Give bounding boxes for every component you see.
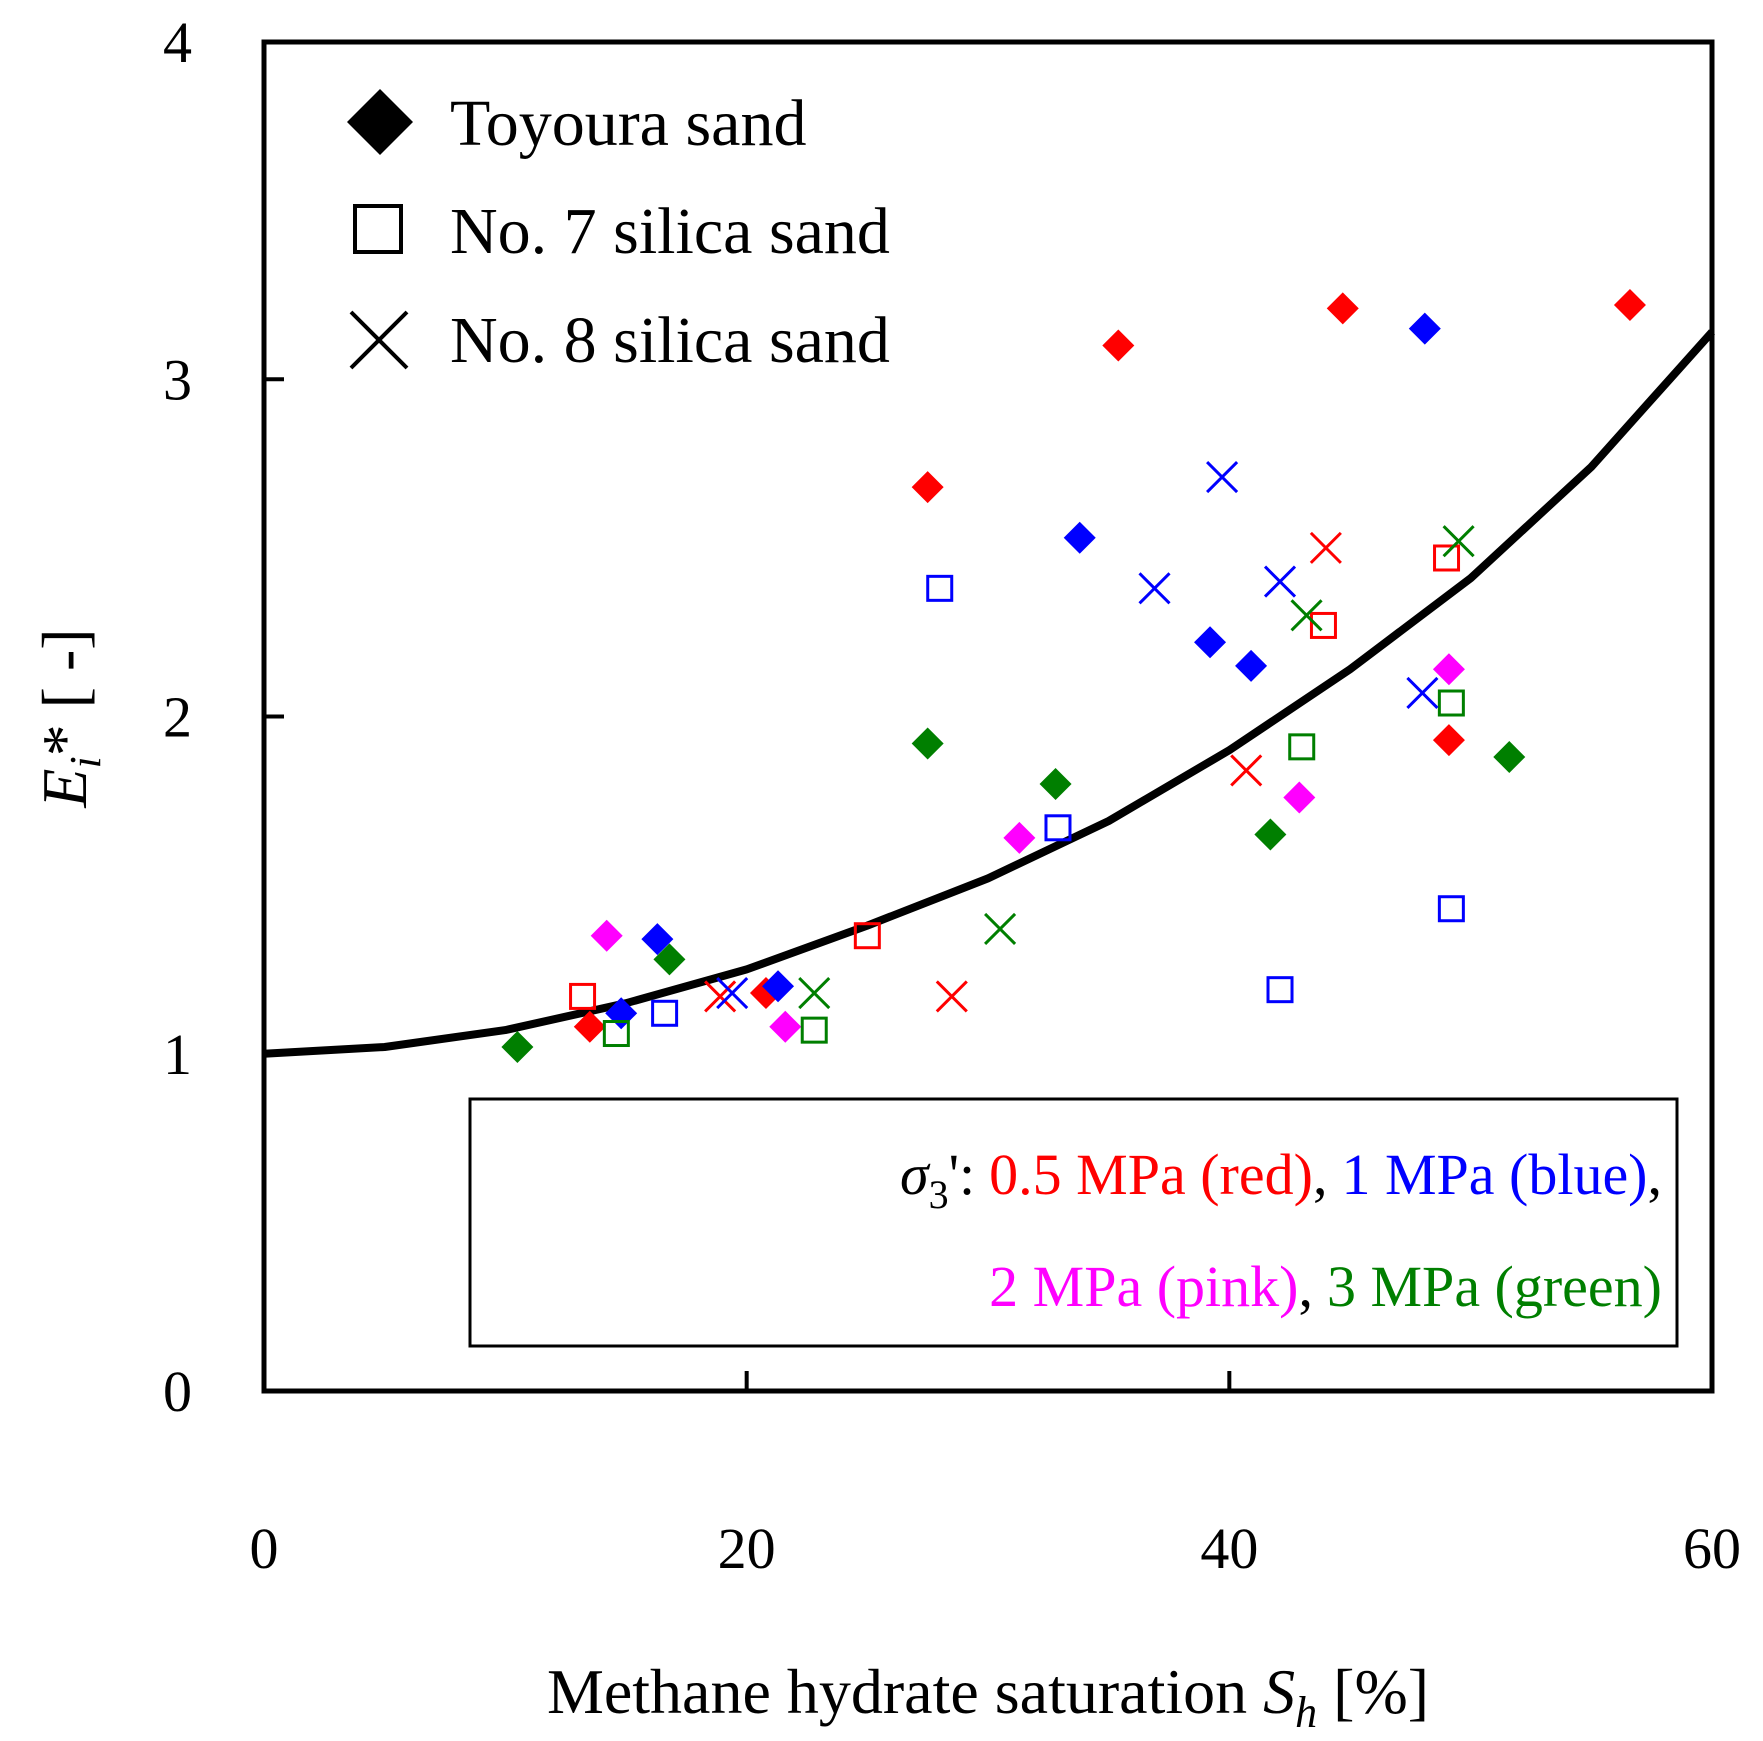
legend-marker-diamond bbox=[347, 89, 413, 155]
diamond-point bbox=[1039, 767, 1072, 800]
square-point bbox=[651, 999, 679, 1027]
legend-marker-square bbox=[353, 204, 403, 254]
square-point bbox=[853, 922, 881, 950]
x-tick-label: 0 bbox=[250, 1516, 279, 1581]
diamond-point bbox=[1194, 626, 1227, 659]
x-axis-title-text: Methane hydrate saturation bbox=[547, 1656, 1247, 1727]
data-points bbox=[501, 289, 1646, 1064]
x-axis-title: Methane hydrate saturation Sh [%] bbox=[547, 1656, 1429, 1737]
diamond-point bbox=[641, 923, 674, 956]
diamond-point bbox=[911, 727, 944, 760]
comma-2: , bbox=[1648, 1142, 1663, 1207]
square-point bbox=[1266, 976, 1294, 1004]
cross-point bbox=[1406, 676, 1439, 709]
y-axis-title-subscript: i bbox=[61, 756, 110, 768]
legend-label-toyoura: Toyoura sand bbox=[450, 87, 806, 160]
diamond-point bbox=[501, 1031, 534, 1064]
pressure-key-line-1: σ3': 0.5 MPa (red), 1 MPa (blue), bbox=[900, 1142, 1662, 1217]
cross-point bbox=[1138, 572, 1171, 605]
comma-3: , bbox=[1298, 1254, 1313, 1319]
diamond-point bbox=[769, 1010, 802, 1043]
x-tick-label: 60 bbox=[1683, 1516, 1741, 1581]
cross-point bbox=[1263, 565, 1297, 598]
cross-point bbox=[716, 976, 749, 1010]
legend: Toyoura sand No. 7 silica sand No. 8 sil… bbox=[347, 87, 890, 377]
cross-point bbox=[1442, 525, 1475, 558]
diamond-point bbox=[1613, 289, 1646, 322]
square-point bbox=[1309, 611, 1337, 639]
x-axis-ticks: 0 20 40 60 bbox=[250, 1371, 1741, 1581]
y-tick-label: 2 bbox=[163, 685, 192, 750]
legend-label-no7: No. 7 silica sand bbox=[450, 195, 890, 268]
pressure-key-box bbox=[468, 1097, 1679, 1348]
diamond-point bbox=[1003, 821, 1036, 854]
cross-point bbox=[1206, 460, 1239, 494]
cross-point bbox=[798, 976, 831, 1010]
square-point bbox=[926, 574, 954, 602]
diamond-point bbox=[1102, 329, 1135, 362]
y-tick-label: 0 bbox=[163, 1359, 192, 1424]
square-point bbox=[602, 1020, 630, 1048]
x-axis-title-symbol: S bbox=[1263, 1656, 1295, 1727]
square-point bbox=[1437, 895, 1465, 923]
y-axis-title: Ei* [ -] bbox=[29, 628, 110, 808]
diamond-point bbox=[590, 919, 623, 952]
diamond-point bbox=[1493, 740, 1526, 773]
legend-label-no8: No. 8 silica sand bbox=[450, 304, 890, 377]
x-tick-label: 20 bbox=[718, 1516, 776, 1581]
square-point bbox=[569, 982, 597, 1010]
x-axis-title-unit: [%] bbox=[1333, 1656, 1429, 1727]
diamond-point bbox=[762, 970, 795, 1003]
pressure-key-line-2: 2 MPa (pink), 3 MPa (green) bbox=[989, 1254, 1662, 1319]
cross-point bbox=[1230, 754, 1263, 787]
diamond-point bbox=[911, 471, 944, 504]
sigma-suffix: ': bbox=[949, 1142, 976, 1207]
y-tick-label: 4 bbox=[163, 10, 192, 75]
diamond-point bbox=[1432, 653, 1465, 686]
legend-marker-cross bbox=[349, 310, 409, 370]
square-point bbox=[800, 1016, 828, 1044]
y-tick-label: 3 bbox=[163, 347, 192, 412]
cross-point bbox=[1309, 531, 1342, 564]
diamond-point bbox=[1326, 292, 1359, 325]
pressure-blue-label: 1 MPa (blue) bbox=[1341, 1142, 1647, 1207]
y-tick-label: 1 bbox=[163, 1022, 192, 1087]
square-point bbox=[1437, 689, 1465, 717]
y-axis-title-symbol: E bbox=[29, 769, 100, 809]
cross-point bbox=[984, 912, 1017, 946]
y-axis-ticks: 0 1 2 3 4 bbox=[163, 10, 284, 1424]
x-tick-label: 40 bbox=[1200, 1516, 1258, 1581]
y-axis-title-star: * bbox=[29, 724, 100, 756]
fitted-curve bbox=[263, 329, 1715, 1058]
diamond-point bbox=[1283, 781, 1316, 814]
pressure-color-key: σ3': 0.5 MPa (red), 1 MPa (blue), 2 MPa (p… bbox=[468, 1097, 1679, 1348]
square-point bbox=[1288, 733, 1316, 761]
diamond-point bbox=[1254, 818, 1287, 851]
cross-point bbox=[1290, 599, 1323, 632]
square-point bbox=[1433, 544, 1461, 572]
square-point bbox=[1044, 814, 1072, 842]
sigma-symbol: σ bbox=[900, 1142, 931, 1207]
cross-point bbox=[935, 980, 968, 1013]
comma-1: , bbox=[1313, 1142, 1328, 1207]
pressure-green-label: 3 MPa (green) bbox=[1327, 1254, 1662, 1319]
cross-point bbox=[704, 980, 737, 1013]
diamond-point bbox=[1063, 521, 1096, 554]
diamond-point bbox=[1235, 649, 1268, 682]
pressure-red-label: 0.5 MPa (red) bbox=[989, 1142, 1313, 1207]
pressure-pink-label: 2 MPa (pink) bbox=[989, 1254, 1298, 1319]
sigma-subscript: 3 bbox=[929, 1172, 949, 1217]
diamond-point bbox=[1408, 312, 1441, 345]
y-axis-title-unit: [ -] bbox=[29, 628, 100, 708]
diamond-point bbox=[573, 1010, 606, 1043]
x-axis-title-subscript: h bbox=[1295, 1688, 1317, 1737]
diamond-point bbox=[653, 943, 686, 976]
diamond-point bbox=[1432, 724, 1465, 757]
